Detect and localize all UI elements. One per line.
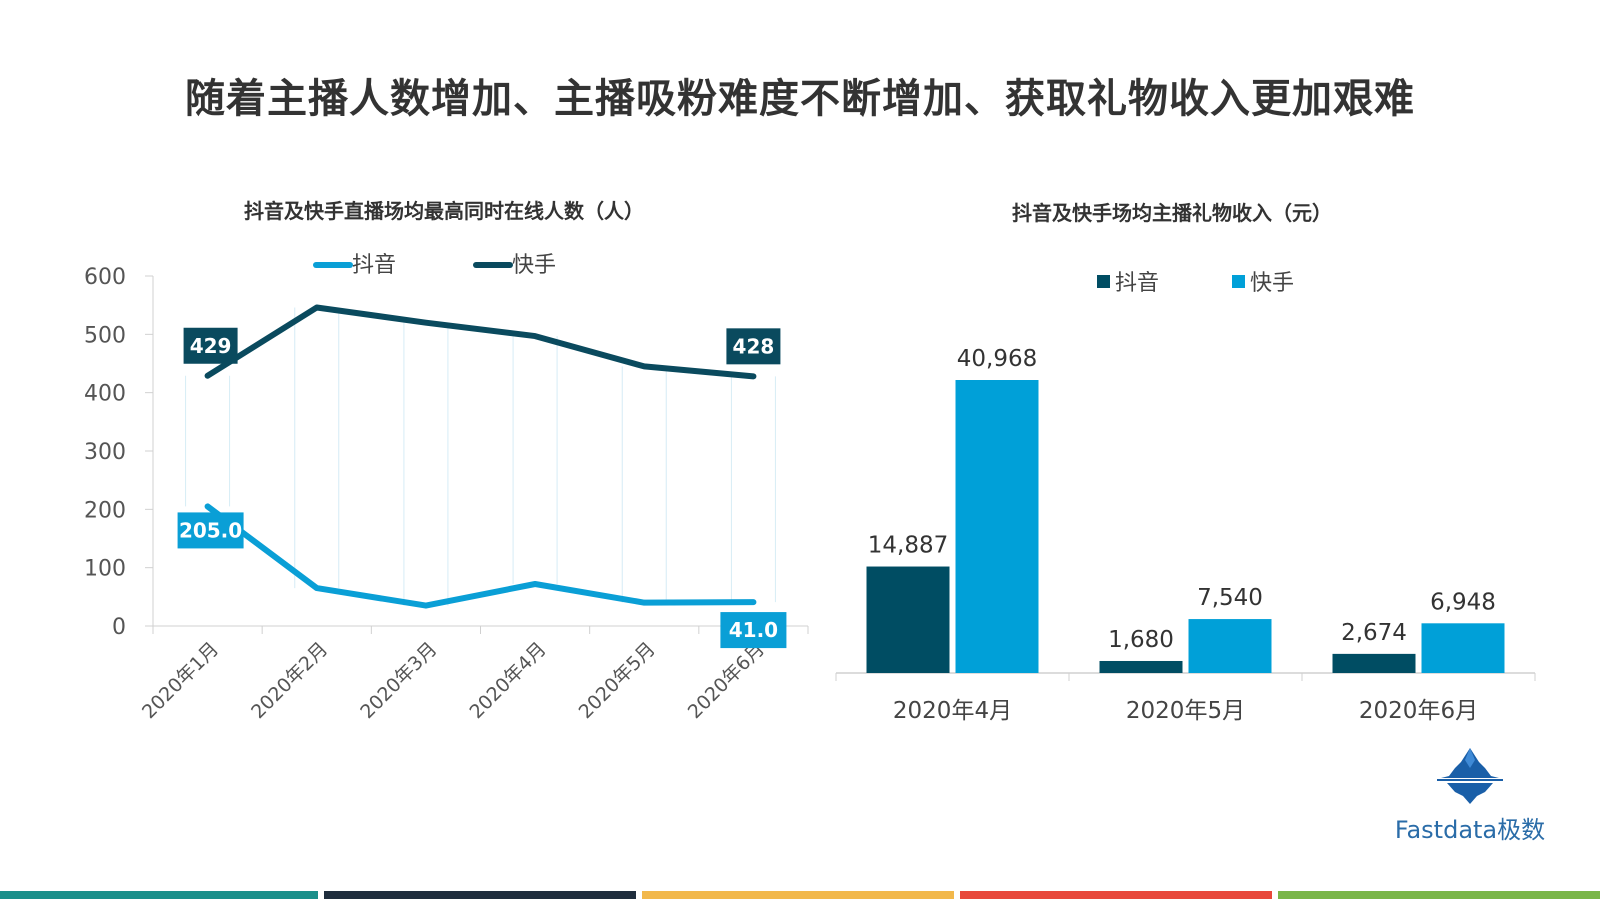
bar-legend: 抖音 快手 bbox=[1097, 271, 1294, 296]
bar-legend-swatch-kuaishou bbox=[1232, 275, 1245, 288]
footer-color-bar bbox=[0, 891, 1600, 899]
y-tick-label: 0 bbox=[112, 615, 126, 640]
fastdata-logo: Fastdata极数 bbox=[1380, 746, 1560, 845]
x-tick-label: 2020年6月 bbox=[684, 638, 769, 723]
bar-legend-label-douyin: 抖音 bbox=[1115, 271, 1159, 296]
data-label: 41.0 bbox=[729, 618, 778, 642]
bar-chart: 抖音及快手场均主播礼物收入（元） 抖音 快手 14,887 40,968 1,680… bbox=[835, 201, 1536, 724]
footer-segment bbox=[642, 891, 954, 899]
data-label-box bbox=[720, 612, 787, 649]
bar-douyin bbox=[866, 566, 950, 673]
line-y-ticks: 0 100 200 300 400 500 600 bbox=[84, 265, 153, 640]
footer-segment bbox=[954, 891, 960, 899]
line-chart: 抖音及快手直播场均最高同时在线人数（人） 抖音 快手 0 100 200 300 400… bbox=[84, 199, 809, 723]
bar-data-labels: 14,887 40,968 1,680 7,540 2,674 6,948 bbox=[868, 346, 1496, 653]
bar-legend-label-kuaishou: 快手 bbox=[1250, 271, 1294, 296]
data-label-box bbox=[177, 512, 244, 549]
bar-kuaishou bbox=[1421, 623, 1505, 673]
x-tick-label: 2020年3月 bbox=[356, 638, 441, 723]
bar-bars bbox=[866, 380, 1505, 673]
y-tick-label: 600 bbox=[84, 265, 126, 290]
iceberg-icon bbox=[1437, 748, 1503, 804]
x-category-label: 2020年5月 bbox=[1126, 698, 1245, 724]
y-tick-label: 500 bbox=[84, 323, 126, 348]
footer-segment bbox=[324, 891, 636, 899]
x-tick-label: 2020年2月 bbox=[247, 638, 332, 723]
bar-douyin bbox=[1332, 653, 1416, 673]
line-legend-label-kuaishou: 快手 bbox=[512, 253, 556, 278]
x-category-label: 2020年6月 bbox=[1359, 698, 1478, 724]
footer-segment bbox=[1272, 891, 1278, 899]
y-tick-label: 100 bbox=[84, 557, 126, 582]
footer-segment bbox=[318, 891, 324, 899]
bar-kuaishou bbox=[955, 380, 1039, 673]
x-category-label: 2020年4月 bbox=[893, 698, 1012, 724]
line-chart-title: 抖音及快手直播场均最高同时在线人数（人） bbox=[244, 199, 644, 223]
x-tick-label: 2020年5月 bbox=[575, 638, 660, 723]
line-series bbox=[204, 304, 757, 609]
bar-x-ticks bbox=[835, 673, 1536, 681]
y-tick-label: 200 bbox=[84, 498, 126, 523]
data-label: 429 bbox=[190, 334, 232, 358]
bar-value-label: 2,674 bbox=[1341, 620, 1407, 646]
bar-chart-title: 抖音及快手场均主播礼物收入（元） bbox=[1012, 201, 1332, 225]
series-line-douyin bbox=[204, 503, 757, 609]
x-tick-label: 2020年1月 bbox=[138, 638, 223, 723]
line-data-labels: 429 428 205.0 41.0 bbox=[177, 327, 787, 649]
y-tick-label: 400 bbox=[84, 382, 126, 407]
bar-category-labels: 2020年4月 2020年5月 2020年6月 bbox=[893, 698, 1478, 724]
data-label: 205.0 bbox=[179, 518, 242, 542]
y-tick-label: 300 bbox=[84, 440, 126, 465]
footer-segment bbox=[0, 891, 318, 899]
line-legend: 抖音 快手 bbox=[313, 253, 556, 278]
line-x-ticks: 2020年1月 2020年2月 2020年3月 2020年4月 2020年5月 2020年… bbox=[138, 626, 809, 723]
line-legend-label-douyin: 抖音 bbox=[352, 253, 396, 278]
page-title: 随着主播人数增加、主播吸粉难度不断增加、获取礼物收入更加艰难 bbox=[185, 76, 1415, 122]
data-label-box bbox=[183, 327, 238, 364]
bar-value-label: 40,968 bbox=[957, 346, 1037, 372]
x-tick-label: 2020年4月 bbox=[465, 638, 550, 723]
data-label-box bbox=[726, 328, 781, 365]
bar-douyin bbox=[1099, 660, 1183, 673]
line-drop-lines bbox=[185, 307, 776, 606]
bar-value-label: 14,887 bbox=[868, 533, 948, 559]
bar-value-label: 7,540 bbox=[1197, 585, 1263, 611]
bar-kuaishou bbox=[1188, 619, 1272, 673]
footer-segment bbox=[1278, 891, 1600, 899]
series-line-kuaishou bbox=[204, 304, 757, 380]
footer-segment bbox=[636, 891, 642, 899]
footer-segment bbox=[960, 891, 1272, 899]
logo-text: Fastdata极数 bbox=[1394, 816, 1546, 844]
bar-legend-swatch-douyin bbox=[1097, 275, 1110, 288]
bar-value-label: 1,680 bbox=[1108, 627, 1174, 653]
data-label: 428 bbox=[733, 334, 775, 358]
bar-value-label: 6,948 bbox=[1430, 589, 1496, 615]
